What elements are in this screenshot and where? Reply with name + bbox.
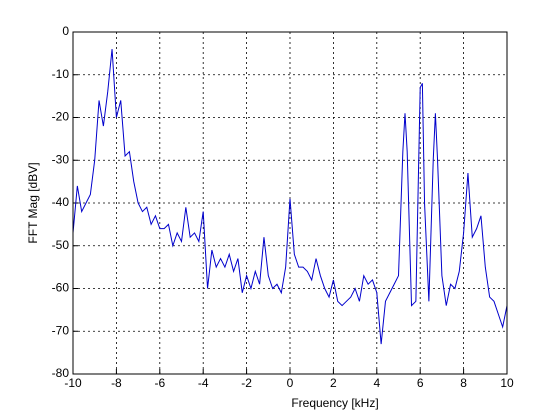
- x-tick-label: -10: [64, 376, 82, 390]
- x-tick-label: -6: [154, 376, 165, 390]
- y-tick-label: -10: [52, 67, 70, 81]
- y-tick-label: -80: [52, 366, 70, 380]
- axes-box: [72, 31, 508, 375]
- y-tick-label: -70: [52, 323, 70, 337]
- x-tick-label: 6: [417, 376, 424, 390]
- y-axis-label: FFT Mag [dBV]: [26, 162, 40, 243]
- y-tick-label: 0: [62, 24, 69, 38]
- y-tick-label: -20: [52, 110, 70, 124]
- x-tick-label: -4: [198, 376, 209, 390]
- x-axis-label: Frequency [kHz]: [291, 396, 378, 410]
- x-tick-label: -8: [111, 376, 122, 390]
- data-line: [72, 49, 508, 345]
- y-tick-label: -60: [52, 281, 70, 295]
- x-tick-label: 10: [500, 376, 514, 390]
- y-tick-label: -30: [52, 152, 70, 166]
- x-tick-label: 4: [373, 376, 380, 390]
- x-tick-label: 8: [460, 376, 467, 390]
- y-tick-label: -50: [52, 238, 70, 252]
- y-tick-label: -40: [52, 195, 70, 209]
- x-tick-label: 2: [330, 376, 337, 390]
- x-tick-label: 0: [287, 376, 294, 390]
- x-tick-label: -2: [241, 376, 252, 390]
